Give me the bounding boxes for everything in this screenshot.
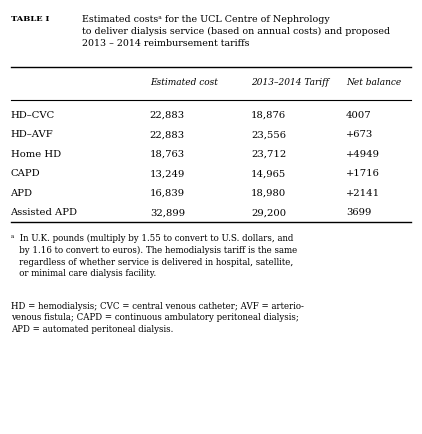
Text: +673: +673 [346,130,373,139]
Text: 3699: 3699 [346,208,371,217]
Text: APD: APD [11,189,32,198]
Text: Estimated costsᵃ for the UCL Centre of Nephrology
to deliver dialysis service (b: Estimated costsᵃ for the UCL Centre of N… [82,15,390,48]
Text: CAPD: CAPD [11,169,40,178]
Text: 18,876: 18,876 [251,111,286,120]
Text: 23,712: 23,712 [251,150,287,159]
Text: 23,556: 23,556 [251,130,286,139]
Text: 18,763: 18,763 [150,150,185,159]
Text: ᵃ  In U.K. pounds (multiply by 1.55 to convert to U.S. dollars, and
   by 1.16 t: ᵃ In U.K. pounds (multiply by 1.55 to co… [11,234,297,278]
Text: HD–CVC: HD–CVC [11,111,55,120]
Text: 29,200: 29,200 [251,208,286,217]
Text: +4949: +4949 [346,150,380,159]
Text: 4007: 4007 [346,111,372,120]
Text: 13,249: 13,249 [150,169,185,178]
Text: 32,899: 32,899 [150,208,185,217]
Text: Estimated cost: Estimated cost [150,78,218,87]
Text: +2141: +2141 [346,189,380,198]
Text: +1716: +1716 [346,169,380,178]
Text: 16,839: 16,839 [150,189,185,198]
Text: Home HD: Home HD [11,150,61,159]
Text: HD = hemodialysis; CVC = central venous catheter; AVF = arterio-
venous fistula;: HD = hemodialysis; CVC = central venous … [11,302,303,334]
Text: 22,883: 22,883 [150,111,185,120]
Text: HD–AVF: HD–AVF [11,130,53,139]
Text: 22,883: 22,883 [150,130,185,139]
Text: 14,965: 14,965 [251,169,287,178]
Text: Assisted APD: Assisted APD [11,208,78,217]
Text: Net balance: Net balance [346,78,401,87]
Text: 2013–2014 Tariff: 2013–2014 Tariff [251,78,329,87]
Text: TABLE I: TABLE I [11,15,49,23]
Text: 18,980: 18,980 [251,189,287,198]
